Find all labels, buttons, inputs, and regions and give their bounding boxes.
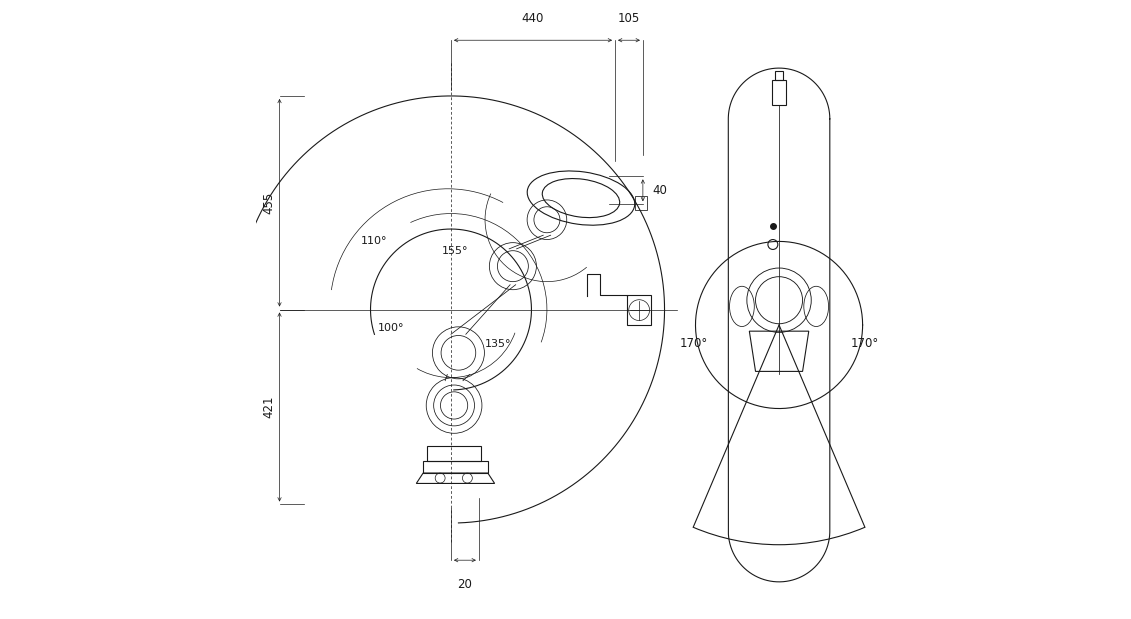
Text: 155°: 155° xyxy=(442,246,468,256)
Text: 100°: 100° xyxy=(378,323,405,333)
Text: 455: 455 xyxy=(262,192,275,214)
Text: 135°: 135° xyxy=(485,339,511,348)
Text: 440: 440 xyxy=(521,12,544,25)
Text: 421: 421 xyxy=(262,396,275,418)
Text: 40: 40 xyxy=(653,184,667,197)
Text: 110°: 110° xyxy=(361,236,387,246)
Text: 105: 105 xyxy=(618,12,640,25)
Text: 170°: 170° xyxy=(680,337,708,350)
Text: 170°: 170° xyxy=(851,337,879,350)
Text: 20: 20 xyxy=(457,578,473,591)
